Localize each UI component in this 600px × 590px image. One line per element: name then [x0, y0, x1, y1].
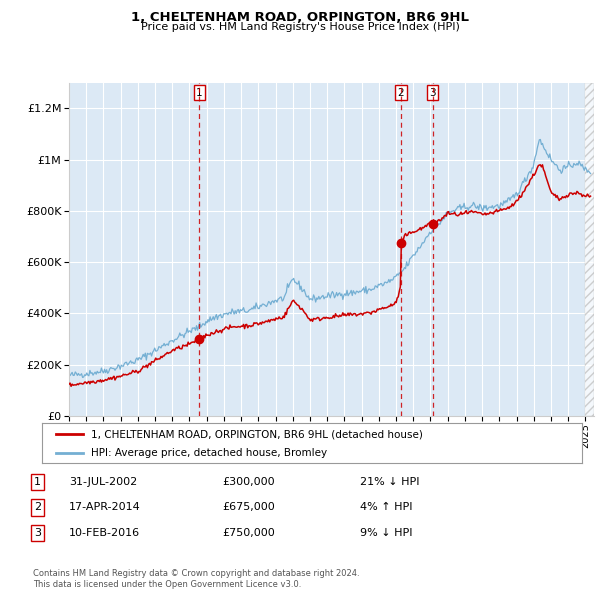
Text: 21% ↓ HPI: 21% ↓ HPI [360, 477, 419, 487]
Text: 2: 2 [398, 87, 404, 97]
Text: 4% ↑ HPI: 4% ↑ HPI [360, 503, 413, 512]
Text: 1, CHELTENHAM ROAD, ORPINGTON, BR6 9HL (detached house): 1, CHELTENHAM ROAD, ORPINGTON, BR6 9HL (… [91, 430, 422, 440]
Text: HPI: Average price, detached house, Bromley: HPI: Average price, detached house, Brom… [91, 448, 327, 458]
Text: Price paid vs. HM Land Registry's House Price Index (HPI): Price paid vs. HM Land Registry's House … [140, 22, 460, 32]
Text: 1: 1 [34, 477, 41, 487]
Text: £750,000: £750,000 [222, 528, 275, 537]
Text: Contains HM Land Registry data © Crown copyright and database right 2024.
This d: Contains HM Land Registry data © Crown c… [33, 569, 359, 589]
Text: £675,000: £675,000 [222, 503, 275, 512]
Text: 2: 2 [34, 503, 41, 512]
Text: £300,000: £300,000 [222, 477, 275, 487]
Text: 17-APR-2014: 17-APR-2014 [69, 503, 141, 512]
Text: 1, CHELTENHAM ROAD, ORPINGTON, BR6 9HL: 1, CHELTENHAM ROAD, ORPINGTON, BR6 9HL [131, 11, 469, 24]
Text: 1: 1 [196, 87, 203, 97]
Text: 3: 3 [34, 528, 41, 537]
Text: 9% ↓ HPI: 9% ↓ HPI [360, 528, 413, 537]
Text: 3: 3 [429, 87, 436, 97]
Text: 31-JUL-2002: 31-JUL-2002 [69, 477, 137, 487]
Text: 10-FEB-2016: 10-FEB-2016 [69, 528, 140, 537]
